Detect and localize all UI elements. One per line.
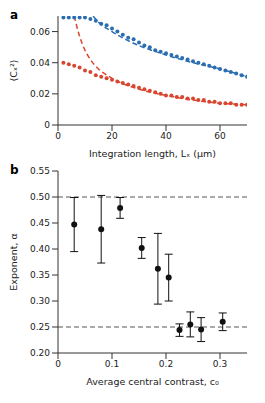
html-text:a: a (10, 8, 19, 22)
svg-text:0.1: 0.1 (105, 359, 119, 369)
svg-text:0: 0 (55, 359, 61, 369)
svg-text:20: 20 (106, 131, 118, 141)
svg-text:60: 60 (214, 131, 226, 141)
svg-text:0.50: 0.50 (30, 192, 50, 202)
svg-text:0.25: 0.25 (30, 322, 50, 332)
svg-text:0.06: 0.06 (30, 27, 50, 37)
svg-text:0.55: 0.55 (30, 166, 50, 176)
svg-text:0.04: 0.04 (30, 58, 50, 68)
svg-text:0.45: 0.45 (30, 218, 50, 228)
svg-text:0: 0 (55, 131, 61, 141)
svg-text:Integration length, Lₓ (μm): Integration length, Lₓ (μm) (89, 148, 216, 159)
svg-text:0: 0 (44, 120, 50, 130)
svg-text:⟨Cₓ²⟩: ⟨Cₓ²⟩ (8, 59, 19, 81)
svg-text:40: 40 (160, 131, 172, 141)
svg-text:Exponent, α: Exponent, α (8, 233, 19, 290)
svg-text:0.20: 0.20 (30, 348, 50, 358)
svg-text:0.40: 0.40 (30, 244, 50, 254)
svg-text:0.2: 0.2 (159, 359, 173, 369)
svg-text:0.30: 0.30 (30, 296, 50, 306)
svg-text:0.3: 0.3 (213, 359, 227, 369)
svg-text:0.35: 0.35 (30, 270, 50, 280)
html-text:b: b (10, 163, 19, 177)
svg-text:0.02: 0.02 (30, 89, 50, 99)
svg-text:Average central contrast, c₀: Average central contrast, c₀ (86, 376, 219, 387)
